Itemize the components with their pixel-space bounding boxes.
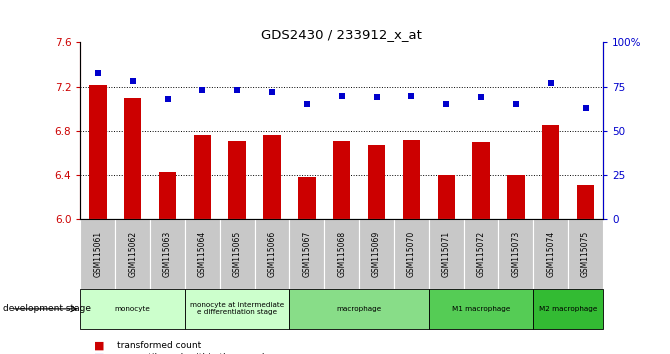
Text: GSM115068: GSM115068: [337, 231, 346, 277]
Bar: [368, 145, 385, 219]
Bar: [429, 219, 464, 289]
Bar: [115, 219, 150, 289]
Point: [302, 102, 312, 107]
Point: [197, 87, 208, 93]
Point: [545, 80, 556, 86]
Text: M1 macrophage: M1 macrophage: [452, 306, 511, 312]
Bar: [289, 219, 324, 289]
Text: GSM115067: GSM115067: [302, 231, 312, 277]
Bar: [472, 142, 490, 219]
Bar: [185, 289, 289, 329]
Bar: [577, 185, 594, 219]
Text: macrophage: macrophage: [336, 306, 382, 312]
Text: development stage: development stage: [3, 304, 91, 313]
Text: ■: ■: [94, 340, 105, 350]
Bar: [80, 219, 115, 289]
Text: GSM115064: GSM115064: [198, 231, 207, 277]
Bar: [89, 85, 107, 219]
Point: [267, 89, 277, 95]
Text: monocyte at intermediate
e differentiation stage: monocyte at intermediate e differentiati…: [190, 302, 284, 315]
Bar: [255, 219, 289, 289]
Bar: [533, 219, 568, 289]
Text: transformed count: transformed count: [117, 341, 202, 350]
Text: GSM115071: GSM115071: [442, 231, 451, 277]
Point: [476, 95, 486, 100]
Text: GSM115075: GSM115075: [581, 231, 590, 277]
Point: [92, 70, 103, 75]
Bar: [568, 219, 603, 289]
Point: [511, 102, 521, 107]
Point: [441, 102, 452, 107]
Point: [580, 105, 591, 111]
Point: [371, 95, 382, 100]
Text: GSM115061: GSM115061: [93, 231, 103, 277]
Bar: [507, 175, 525, 219]
Text: percentile rank within the sample: percentile rank within the sample: [117, 353, 271, 354]
Bar: [159, 172, 176, 219]
Bar: [498, 219, 533, 289]
Bar: [80, 289, 185, 329]
Bar: [220, 219, 255, 289]
Text: GSM115070: GSM115070: [407, 231, 416, 277]
Text: ■: ■: [94, 353, 105, 354]
Point: [336, 93, 347, 98]
Point: [162, 96, 173, 102]
Bar: [533, 289, 603, 329]
Text: GSM115062: GSM115062: [128, 231, 137, 277]
Text: M2 macrophage: M2 macrophage: [539, 306, 598, 312]
Bar: [542, 125, 559, 219]
Bar: [289, 289, 429, 329]
Text: GSM115074: GSM115074: [546, 231, 555, 277]
Text: GSM115063: GSM115063: [163, 231, 172, 277]
Bar: [464, 219, 498, 289]
Bar: [429, 289, 533, 329]
Point: [406, 93, 417, 98]
Bar: [194, 136, 211, 219]
Bar: [150, 219, 185, 289]
Text: GSM115069: GSM115069: [372, 231, 381, 277]
Text: GSM115073: GSM115073: [511, 231, 521, 277]
Text: GSM115072: GSM115072: [476, 231, 486, 277]
Bar: [394, 219, 429, 289]
Bar: [438, 175, 455, 219]
Bar: [403, 140, 420, 219]
Point: [232, 87, 243, 93]
Bar: [298, 177, 316, 219]
Bar: [263, 136, 281, 219]
Bar: [124, 98, 141, 219]
Bar: [228, 141, 246, 219]
Text: monocyte: monocyte: [115, 306, 151, 312]
Bar: [333, 141, 350, 219]
Bar: [185, 219, 220, 289]
Text: GSM115065: GSM115065: [232, 231, 242, 277]
Bar: [359, 219, 394, 289]
Text: GSM115066: GSM115066: [267, 231, 277, 277]
Title: GDS2430 / 233912_x_at: GDS2430 / 233912_x_at: [261, 28, 422, 41]
Bar: [324, 219, 359, 289]
Point: [127, 79, 138, 84]
